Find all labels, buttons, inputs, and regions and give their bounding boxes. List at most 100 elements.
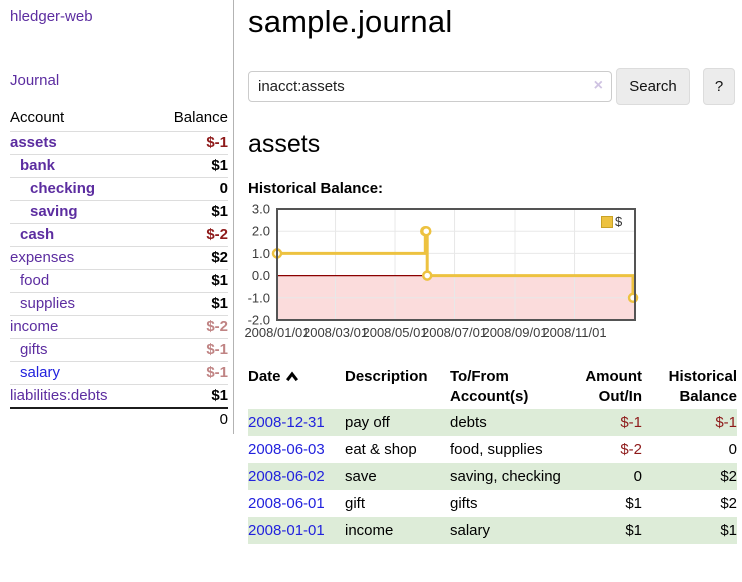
transaction-date-link[interactable]: 2008-12-31 <box>248 414 325 431</box>
account-link-checking[interactable]: checking <box>30 180 96 197</box>
register-table: Date Description To/From Account(s) Amou… <box>248 365 737 544</box>
balance-chart[interactable]: 3.0 2.0 1.0 0.0 -1.0 -2.0 2008/01/01 2008/03/01… <box>242 202 642 348</box>
transaction-date-link[interactable]: 2008-06-02 <box>248 468 325 485</box>
transaction-accounts: food, supplies <box>450 441 543 458</box>
transaction-balance: $1 <box>720 522 737 539</box>
svg-text:2.0: 2.0 <box>252 224 270 239</box>
app-title-link[interactable]: hledger-web <box>10 8 93 25</box>
svg-text:-1.0: -1.0 <box>248 290 270 305</box>
register-row: 2008-06-03 eat & shop food, supplies $-2… <box>248 436 737 463</box>
transaction-balance: $2 <box>720 495 737 512</box>
description-column-header: Description <box>345 368 428 385</box>
transaction-date-link[interactable]: 2008-01-01 <box>248 522 325 539</box>
account-row-liabilities-debts: liabilities:debts $1 <box>10 384 228 408</box>
search-input[interactable] <box>248 71 612 102</box>
help-button[interactable]: ? <box>703 68 735 105</box>
account-balance: $-2 <box>150 223 228 247</box>
account-link-cash[interactable]: cash <box>20 226 55 243</box>
transaction-accounts: salary <box>450 522 491 539</box>
account-balance: $1 <box>150 154 228 178</box>
balance-chart-canvas: 3.0 2.0 1.0 0.0 -1.0 -2.02008/01/012008/03/01… <box>244 202 639 340</box>
account-balance: $1 <box>150 292 228 316</box>
account-link-salary[interactable]: salary <box>20 364 61 381</box>
transaction-balance: 0 <box>728 441 737 458</box>
register-row: 2008-12-31 pay off debts $-1 $-1 <box>248 409 737 436</box>
account-row-income: income $-2 <box>10 315 228 339</box>
transaction-description: income <box>345 522 394 539</box>
svg-text:2008/07/01: 2008/07/01 <box>422 325 487 340</box>
transaction-amount: 0 <box>633 468 642 485</box>
account-link-gifts[interactable]: gifts <box>20 341 48 358</box>
sidebar: hledger-web Journal Account Balance asse… <box>0 0 233 431</box>
svg-text:2008/09/01: 2008/09/01 <box>482 325 547 340</box>
account-link-expenses[interactable]: expenses <box>10 249 75 266</box>
sort-ascending-icon <box>285 368 299 388</box>
transaction-accounts: debts <box>450 414 487 431</box>
account-heading: assets <box>248 130 321 158</box>
account-balance: $-1 <box>150 131 228 155</box>
transaction-description: gift <box>345 495 366 512</box>
sidebar-divider <box>233 0 234 434</box>
svg-text:2008/01/01: 2008/01/01 <box>244 325 309 340</box>
account-row-checking: checking 0 <box>10 177 228 201</box>
chart-legend: $ <box>601 214 622 229</box>
account-link-liabilities-debts[interactable]: liabilities:debts <box>10 387 108 404</box>
register-row: 2008-01-01 income salary $1 $1 <box>248 517 737 544</box>
transaction-amount: $1 <box>625 495 642 512</box>
account-row-cash: cash $-2 <box>10 223 228 247</box>
account-link-income[interactable]: income <box>10 318 59 335</box>
svg-text:2008/05/01: 2008/05/01 <box>362 325 427 340</box>
historical-balance-label: Historical Balance: <box>248 180 384 197</box>
main-content: sample.journal × Search ? assets Histori… <box>244 0 737 544</box>
register-row: 2008-06-02 save saving, checking 0 $2 <box>248 463 737 490</box>
transaction-balance: $2 <box>720 468 737 485</box>
account-row-saving: saving $1 <box>10 200 228 224</box>
clear-search-icon[interactable]: × <box>593 77 603 94</box>
date-column-header[interactable]: Date <box>248 365 345 409</box>
account-row-food: food $1 <box>10 269 228 293</box>
svg-text:-2.0: -2.0 <box>248 313 270 328</box>
balance-column-header: Historical Balance <box>668 368 737 405</box>
account-balance: $1 <box>150 384 228 408</box>
svg-text:0.0: 0.0 <box>252 268 270 283</box>
date-header-label: Date <box>248 368 281 385</box>
transaction-description: pay off <box>345 414 390 431</box>
register-header-row: Date Description To/From Account(s) Amou… <box>248 365 737 409</box>
transaction-balance: $-1 <box>715 414 737 431</box>
transaction-date-link[interactable]: 2008-06-03 <box>248 441 325 458</box>
balance-column-header: Balance <box>173 109 228 126</box>
svg-text:2008/11/01: 2008/11/01 <box>542 325 606 340</box>
account-row-assets: assets $-1 <box>10 131 228 155</box>
transaction-date-link[interactable]: 2008-06-01 <box>248 495 325 512</box>
legend-label: $ <box>615 214 623 229</box>
register-row: 2008-06-01 gift gifts $1 $2 <box>248 490 737 517</box>
svg-text:2008/03/01: 2008/03/01 <box>303 325 368 340</box>
transaction-accounts: gifts <box>450 495 478 512</box>
search-box: × <box>248 71 612 102</box>
account-link-bank[interactable]: bank <box>20 157 56 174</box>
account-balance: $1 <box>150 200 228 224</box>
account-balance: $2 <box>150 246 228 270</box>
account-row-supplies: supplies $1 <box>10 292 228 316</box>
transaction-description: save <box>345 468 377 485</box>
accounts-total-row: 0 <box>10 407 228 431</box>
search-button[interactable]: Search <box>616 68 690 105</box>
search-form: × Search ? <box>248 68 737 105</box>
account-link-saving[interactable]: saving <box>30 203 78 220</box>
transaction-amount: $-1 <box>620 414 642 431</box>
account-row-gifts: gifts $-1 <box>10 338 228 362</box>
amount-column-header: Amount Out/In <box>585 368 642 405</box>
transaction-amount: $-2 <box>620 441 642 458</box>
sidebar-item-journal[interactable]: Journal <box>10 72 60 89</box>
account-row-salary: salary $-1 <box>10 361 228 385</box>
page-title: sample.journal <box>248 4 453 39</box>
legend-swatch <box>601 215 613 228</box>
transaction-accounts: saving, checking <box>450 468 561 485</box>
account-column-header: Account <box>10 109 65 126</box>
account-link-food[interactable]: food <box>20 272 50 289</box>
svg-text:1.0: 1.0 <box>252 246 270 261</box>
accounts-balance-table: Account Balance assets $-1 bank $1 check… <box>10 108 228 431</box>
account-balance: $-2 <box>150 315 228 339</box>
account-link-assets[interactable]: assets <box>10 134 57 151</box>
account-link-supplies[interactable]: supplies <box>20 295 76 312</box>
